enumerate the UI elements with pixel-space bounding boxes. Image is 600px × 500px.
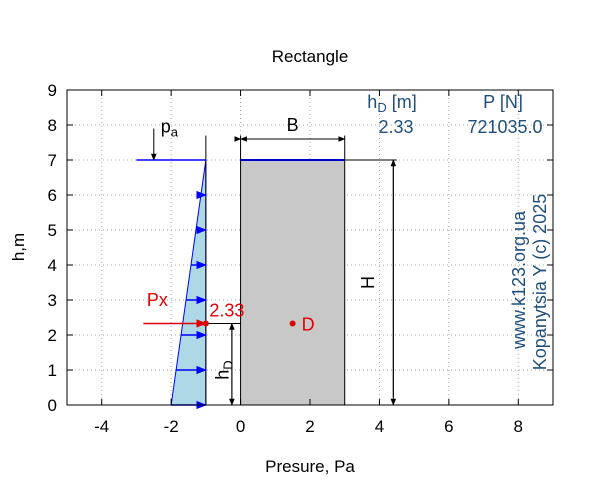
y-tick-label: 6 [48,186,57,205]
x-tick-label: 0 [236,417,245,436]
info-hd-header-sub: D [377,100,386,115]
px-label: Px [147,290,168,310]
h-label: H [358,276,378,289]
y-axis-title: h,m [9,233,28,261]
b-label: B [287,115,299,135]
x-tick-label: -4 [94,417,109,436]
info-p-header: P [N] [483,92,523,112]
x-tick-label: 2 [305,417,314,436]
hd-label-sub: D [220,360,235,369]
center-of-pressure-point [289,320,296,327]
info-hd-header: hD [m] [367,92,416,115]
info-hd-value: 2.33 [378,117,413,137]
pa-label: pa [161,117,179,140]
info-p-value: 721035.0 [467,117,542,137]
px-value-label: 2.33 [209,301,244,321]
y-tick-label: 0 [48,396,57,415]
watermark-line2: Kopanytsia Y (c) 2025 [530,194,550,370]
info-hd-header-unit: [m] [387,92,417,112]
hd-label: hD [212,360,235,379]
x-tick-label: 6 [444,417,453,436]
x-tick-label: -2 [164,417,179,436]
chart-title: Rectangle [272,47,349,66]
y-tick-label: 9 [48,81,57,100]
x-tick-label: 8 [514,417,523,436]
watermark-line1: www.k123.org.ua [509,210,529,350]
y-tick-label: 3 [48,291,57,310]
x-tick-label: 4 [375,417,384,436]
pressure-diagram [170,159,207,406]
y-tick-label: 2 [48,326,57,345]
info-hd-header-h: h [367,92,377,112]
pa-label-p: p [161,117,171,137]
y-tick-label: 4 [48,256,57,275]
pa-label-sub: a [171,125,179,140]
d-label: D [302,314,315,334]
y-tick-label: 8 [48,116,57,135]
y-tick-label: 1 [48,361,57,380]
hd-label-h: h [212,370,232,380]
x-axis-title: Presure, Pa [265,457,355,476]
ticks: -4 -2 0 2 4 6 8 0 1 2 3 4 5 6 7 8 9 [48,81,553,436]
plate [240,159,346,406]
y-tick-label: 7 [48,151,57,170]
y-tick-label: 5 [48,221,57,240]
resultant-point [202,320,209,327]
plot-frame [66,89,554,406]
